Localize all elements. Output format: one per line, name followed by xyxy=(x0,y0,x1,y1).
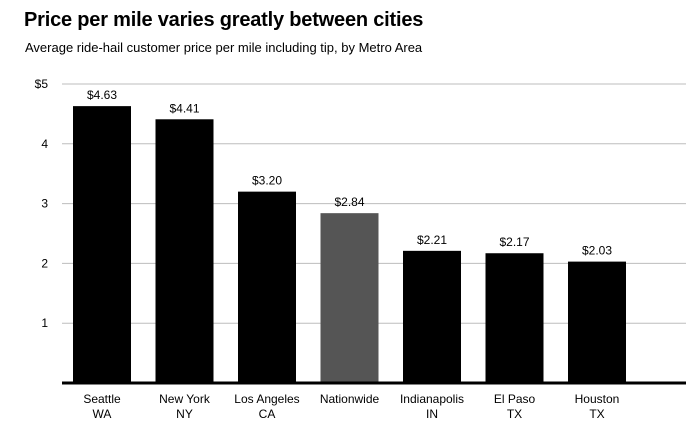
category-label: Indianapolis xyxy=(400,392,464,406)
y-tick-label: 2 xyxy=(41,256,48,270)
chart-subtitle: Average ride-hail customer price per mil… xyxy=(25,40,423,55)
category-label: New York xyxy=(159,392,211,406)
y-tick-label: $5 xyxy=(35,77,49,91)
category-label: Houston xyxy=(575,392,620,406)
bar-value-label: $4.63 xyxy=(87,88,117,102)
bar xyxy=(568,261,626,383)
bar-value-label: $2.84 xyxy=(334,195,364,209)
bar-value-label: $4.41 xyxy=(169,101,199,115)
y-tick-label: 4 xyxy=(41,137,48,151)
bars xyxy=(73,106,626,384)
bar xyxy=(155,119,214,384)
category-sublabel: CA xyxy=(259,407,276,421)
category-label: Nationwide xyxy=(320,392,380,406)
category-label: Seattle xyxy=(83,392,121,406)
category-sublabel: TX xyxy=(507,407,522,421)
category-sublabel: TX xyxy=(589,407,604,421)
y-axis-ticks: 1 2 3 4 $5 xyxy=(35,77,49,330)
y-tick-label: 3 xyxy=(41,197,48,211)
bar xyxy=(320,213,379,383)
bar xyxy=(403,250,461,383)
category-label: Los Angeles xyxy=(234,392,299,406)
bar-value-label: $3.20 xyxy=(252,174,282,188)
bar-value-label: $2.03 xyxy=(582,244,612,258)
bar-value-label: $2.17 xyxy=(499,235,529,249)
bar xyxy=(238,191,296,383)
category-sublabel: WA xyxy=(93,407,112,421)
bar-value-label: $2.21 xyxy=(417,233,447,247)
bar xyxy=(485,253,544,383)
category-sublabel: NY xyxy=(176,407,193,421)
y-tick-label: 1 xyxy=(41,316,48,330)
category-sublabel: IN xyxy=(426,407,438,421)
data-labels: $4.63 $4.41 $3.20 $2.84 $2.21 $2.17 $2.03 xyxy=(87,88,612,257)
chart-title: Price per mile varies greatly between ci… xyxy=(24,9,424,31)
bar xyxy=(73,106,131,383)
category-label: El Paso xyxy=(494,392,536,406)
